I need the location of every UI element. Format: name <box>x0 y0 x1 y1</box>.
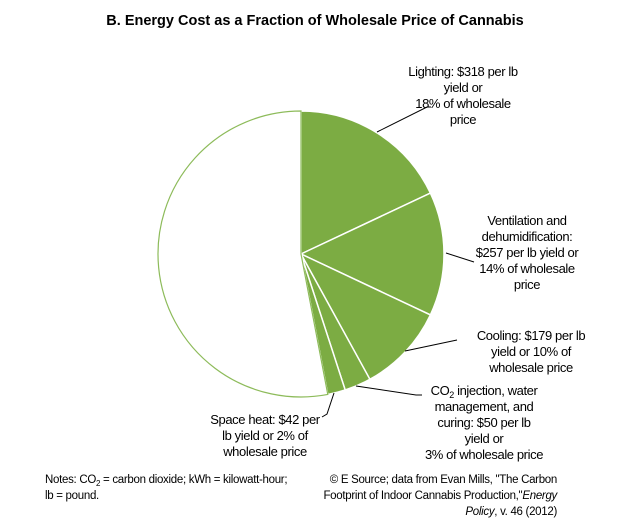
data-label-line: wholesale price <box>488 360 573 375</box>
source-line-2b: Energy <box>522 490 558 502</box>
data-label-line: 14% of wholesale <box>479 261 575 276</box>
data-label-1: Ventilation and dehumidification: $257 per… <box>476 213 580 292</box>
data-label-line: wholesale price <box>222 444 307 459</box>
pie-slice-ventilation <box>299 192 445 316</box>
data-label-line: yield or <box>465 431 505 446</box>
data-label-4: Space heat: $42 per lb yield or 2% of whol… <box>210 412 321 459</box>
data-label-line: yield or <box>444 80 484 95</box>
leader-line <box>355 385 422 396</box>
notes-line-2: lb = pound. <box>45 490 99 502</box>
leader-line <box>445 252 475 263</box>
data-label-line: management, and <box>435 399 534 414</box>
data-label-line: Lighting: $318 per lb <box>408 64 518 79</box>
data-label-line: Ventilation and <box>487 213 566 228</box>
chart-title: B. Energy Cost as a Fraction of Wholesal… <box>106 13 523 29</box>
data-label-0: Lighting: $318 per lb yield or 18% of whol… <box>408 64 518 127</box>
source-line-2a: Footprint of Indoor Cannabis Production,… <box>323 490 522 502</box>
data-label-line: yield or 10% of <box>491 344 572 359</box>
data-label-line: Cooling: $179 per lb <box>477 328 586 343</box>
source-line-1: © E Source; data from Evan Mills, "The C… <box>330 474 557 486</box>
data-label-line: CO2 injection, water <box>431 383 539 400</box>
data-label-3: CO2 injection, water management, and curin… <box>425 383 543 462</box>
pie-slice-cooling <box>299 252 432 381</box>
leader-line <box>321 392 335 418</box>
source-line-3b: , v. 46 (2012) <box>494 506 557 518</box>
leader-line <box>404 339 458 352</box>
data-label-line: Space heat: $42 per <box>210 412 321 427</box>
data-label-line: price <box>450 112 476 127</box>
data-label-line: $257 per lb yield or <box>476 245 580 260</box>
source-line-2: Footprint of Indoor Cannabis Production,… <box>323 490 558 502</box>
data-label-line: curing: $50 per lb <box>437 415 530 430</box>
leader-line <box>376 106 431 133</box>
data-label-2: Cooling: $179 per lb yield or 10% of whole… <box>477 328 586 375</box>
pie-slice-lighting <box>300 110 432 256</box>
notes-line-1: Notes: CO2 = carbon dioxide; kWh = kilow… <box>45 474 287 488</box>
pie-slice-remainder <box>157 110 329 398</box>
data-label-line: price <box>514 277 540 292</box>
data-label-line: dehumidification: <box>482 229 573 244</box>
source-line-3: Policy, v. 46 (2012) <box>465 506 557 518</box>
source-line-3a: Policy <box>465 506 495 518</box>
data-label-line: 3% of wholesale price <box>425 447 543 462</box>
data-label-line: 18% of wholesale <box>415 96 511 111</box>
data-label-line: lb yield or 2% of <box>222 428 308 443</box>
